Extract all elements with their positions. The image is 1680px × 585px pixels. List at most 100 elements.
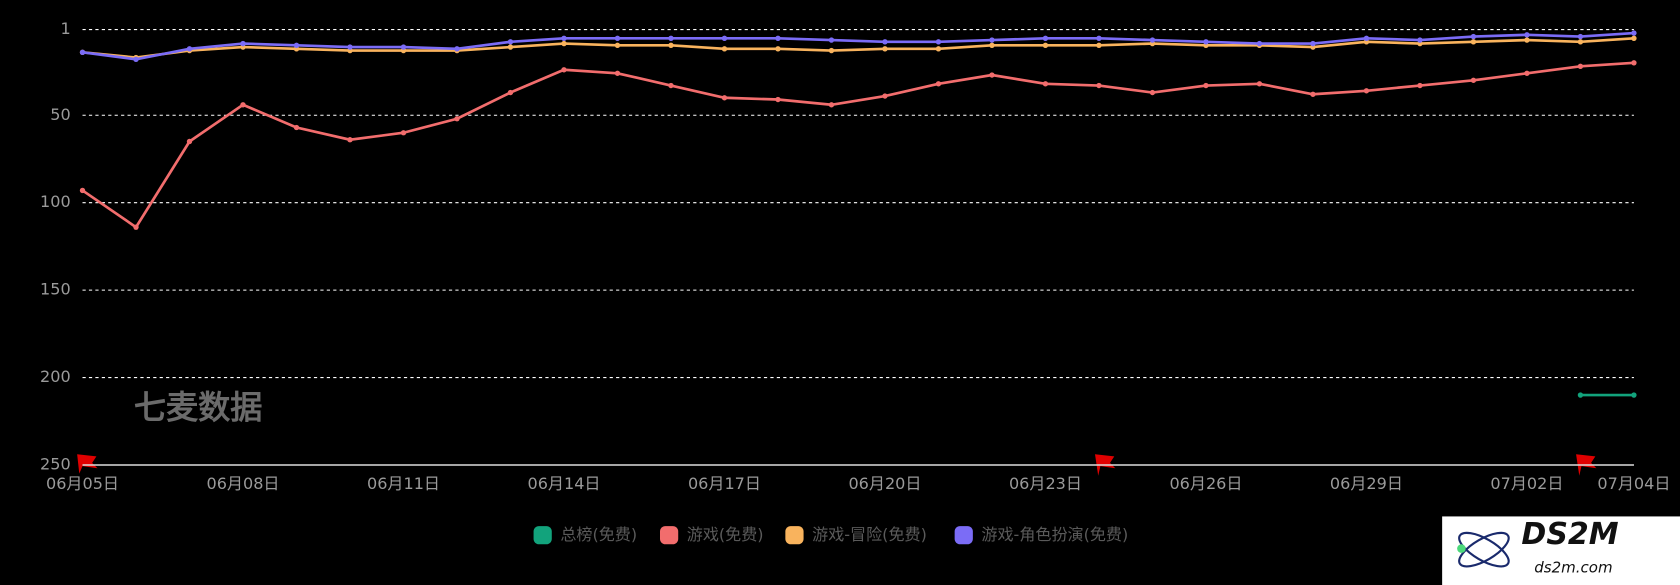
logo-orbit (1458, 531, 1510, 568)
point (1256, 40, 1263, 47)
point (1203, 82, 1209, 89)
logo-box (1442, 516, 1680, 585)
x-tick-label: 07月02日 (1490, 474, 1563, 493)
x-tick-label: 06月17日 (688, 474, 761, 493)
y-tick-label: 100 (40, 192, 71, 211)
y-tick-label: 1 (60, 19, 70, 38)
point (1631, 392, 1637, 398)
series (79, 35, 1637, 61)
point (1042, 81, 1049, 87)
point (775, 35, 781, 41)
legend-label[interactable]: 游戏(免费) (687, 525, 764, 544)
point (668, 82, 674, 89)
point (1577, 39, 1584, 45)
point (882, 39, 888, 45)
point (507, 89, 514, 96)
point (1470, 77, 1477, 83)
point (186, 138, 193, 145)
point (507, 39, 514, 45)
point (561, 35, 567, 41)
point (1577, 33, 1584, 40)
point (454, 46, 460, 52)
line (81, 61, 1635, 230)
point (614, 42, 621, 48)
point (1470, 39, 1477, 45)
point (1096, 82, 1102, 89)
x-tick-label: 06月23日 (1009, 474, 1082, 493)
point (400, 44, 407, 50)
point (668, 35, 674, 41)
point (347, 44, 353, 50)
x-tick-label: 06月14日 (527, 474, 600, 493)
point (347, 137, 353, 143)
legend-swatch[interactable] (533, 526, 552, 545)
point (882, 93, 888, 99)
logo-title: DS2M (1521, 517, 1618, 552)
point (1149, 89, 1156, 96)
legend-swatch[interactable] (660, 526, 679, 545)
y-tick-label: 250 (40, 455, 71, 474)
point (721, 35, 728, 41)
flag (77, 454, 98, 474)
point (1524, 37, 1530, 43)
point (828, 102, 835, 108)
x-tick-label: 06月08日 (206, 474, 279, 493)
point (828, 37, 835, 43)
y-tick-label: 50 (50, 105, 70, 124)
legend-label[interactable]: 游戏-角色扮演(免费) (981, 525, 1128, 544)
legend-label[interactable]: 游戏-冒险(免费) (812, 525, 927, 544)
point (1096, 35, 1102, 41)
legend-label[interactable]: 总榜(免费) (560, 525, 637, 544)
x-tick-label: 06月20日 (848, 474, 921, 493)
point (614, 35, 621, 41)
point (1310, 91, 1316, 97)
point (400, 130, 407, 136)
point (240, 40, 246, 47)
point (1417, 82, 1423, 89)
point (561, 67, 567, 73)
x-tick-label: 06月26日 (1169, 474, 1242, 493)
x-tick-label: 07月04日 (1597, 474, 1670, 493)
point (507, 44, 514, 50)
point (293, 124, 300, 131)
legend-swatch[interactable] (785, 526, 804, 545)
series (79, 60, 1637, 230)
point (1470, 33, 1477, 40)
point (1203, 39, 1209, 45)
logo-dot (1457, 544, 1466, 553)
point (561, 40, 567, 47)
point (1417, 37, 1423, 43)
point (1310, 40, 1316, 47)
line (82, 36, 1635, 59)
point (1149, 37, 1156, 43)
point (1631, 60, 1637, 66)
point (1096, 42, 1102, 48)
point (240, 102, 246, 108)
point (989, 37, 995, 43)
x-tick-label: 06月29日 (1330, 474, 1403, 493)
line (82, 31, 1635, 61)
point (614, 70, 621, 76)
x-tick-label: 06月05日 (46, 474, 119, 493)
legend-swatch[interactable] (954, 526, 973, 545)
logo-url: ds2m.com (1534, 558, 1612, 576)
point (1256, 81, 1263, 87)
watermark: 七麦数据 (134, 388, 263, 426)
point (454, 116, 460, 122)
point (775, 96, 781, 103)
point (989, 72, 995, 78)
point (1524, 70, 1530, 76)
point (1577, 63, 1584, 69)
point (721, 46, 728, 52)
x-tick-label: 06月11日 (367, 474, 440, 493)
point (1524, 32, 1530, 38)
point (721, 95, 728, 101)
point (882, 46, 888, 52)
point (668, 42, 674, 48)
point (935, 39, 942, 45)
point (293, 42, 300, 48)
series (1577, 392, 1637, 398)
